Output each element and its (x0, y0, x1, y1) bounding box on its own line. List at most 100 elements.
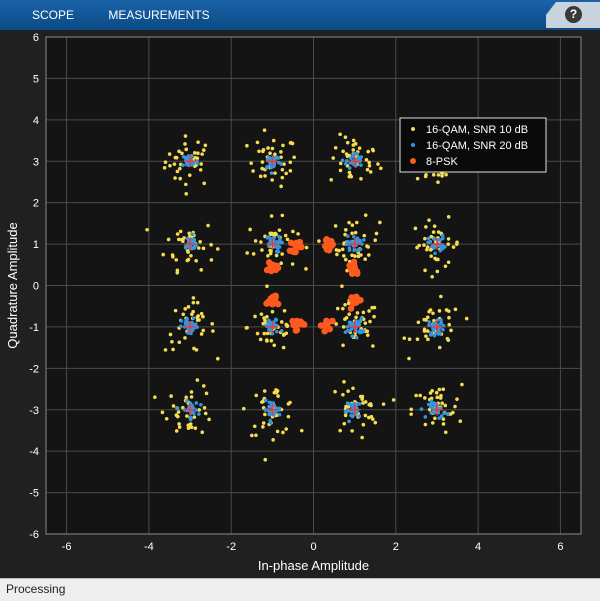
data-point (446, 260, 451, 265)
data-point (373, 420, 378, 425)
y-tick-label: 0 (33, 281, 39, 293)
data-point (423, 396, 427, 400)
data-point (186, 305, 191, 309)
x-tick-label: -6 (62, 541, 72, 553)
data-point (266, 253, 270, 258)
data-point (344, 228, 348, 232)
data-point (430, 274, 434, 279)
data-point (270, 146, 275, 151)
help-icon[interactable]: ? (565, 6, 582, 23)
data-point (340, 247, 345, 252)
data-point (402, 336, 407, 340)
tab-scope[interactable]: SCOPE (31, 8, 74, 22)
data-point (436, 332, 441, 336)
data-point (280, 167, 285, 172)
data-point (270, 331, 275, 336)
data-point (272, 236, 276, 240)
data-point (415, 337, 420, 342)
data-point (423, 415, 428, 419)
data-point (455, 397, 459, 401)
data-point (343, 161, 348, 166)
data-point (277, 228, 282, 232)
data-point (424, 318, 428, 322)
data-point (179, 319, 184, 323)
data-point (180, 151, 184, 156)
data-point (190, 405, 194, 410)
data-point (357, 146, 362, 150)
data-point (346, 408, 350, 412)
data-point (189, 153, 194, 158)
data-point (350, 429, 354, 433)
data-point (260, 400, 264, 404)
data-point (368, 170, 373, 174)
data-point (176, 237, 181, 242)
data-point (360, 435, 364, 440)
data-point (347, 166, 352, 170)
data-point (178, 166, 182, 171)
toolstrip: SCOPE MEASUREMENTS ? (0, 0, 600, 30)
data-point (197, 408, 201, 412)
data-point (253, 239, 258, 243)
data-point (439, 393, 443, 398)
data-point (271, 438, 275, 442)
x-tick-label: 4 (475, 541, 481, 553)
data-point (350, 253, 354, 258)
data-point (186, 423, 191, 427)
data-point (280, 240, 284, 245)
data-point (268, 151, 272, 156)
data-point (169, 394, 173, 398)
data-point (436, 328, 441, 333)
data-point (268, 162, 273, 167)
data-point (275, 329, 279, 334)
data-point (350, 402, 355, 407)
data-point (195, 300, 200, 305)
data-point (347, 419, 351, 424)
data-point (183, 142, 187, 146)
data-point (260, 160, 265, 164)
data-point (189, 425, 194, 430)
data-point (429, 254, 434, 258)
data-point (299, 428, 304, 433)
data-point (265, 314, 269, 319)
data-point (196, 246, 201, 250)
data-point (279, 184, 283, 189)
legend-entry: 8-PSK (426, 156, 458, 168)
data-point (185, 414, 189, 418)
data-point (349, 156, 353, 161)
data-point (270, 309, 275, 314)
data-point (201, 246, 206, 251)
data-point (347, 170, 352, 175)
data-point (365, 244, 369, 249)
data-point (275, 389, 280, 393)
data-point (268, 238, 273, 243)
tab-measurements[interactable]: MEASUREMENTS (108, 8, 210, 22)
data-point (447, 315, 451, 320)
data-point (252, 424, 257, 429)
data-point (202, 181, 207, 186)
data-point (183, 134, 188, 138)
data-point (280, 175, 285, 180)
data-point (211, 329, 215, 333)
data-point (431, 421, 435, 425)
data-point (343, 317, 347, 322)
data-point (184, 192, 189, 196)
data-point (370, 147, 375, 152)
data-point (280, 213, 285, 218)
data-point (335, 252, 339, 257)
data-point (168, 332, 173, 337)
data-point (174, 429, 179, 433)
data-point (435, 269, 440, 274)
data-point (360, 397, 364, 402)
data-point (269, 214, 274, 218)
x-tick-label: 0 (310, 541, 316, 553)
data-point (194, 401, 199, 405)
data-point (181, 163, 185, 168)
data-point (341, 343, 345, 348)
data-point (358, 394, 363, 399)
data-point (267, 404, 271, 409)
data-point (184, 147, 189, 152)
data-point (379, 166, 383, 171)
data-point (345, 140, 350, 145)
data-point (363, 413, 368, 418)
data-point (187, 173, 192, 178)
